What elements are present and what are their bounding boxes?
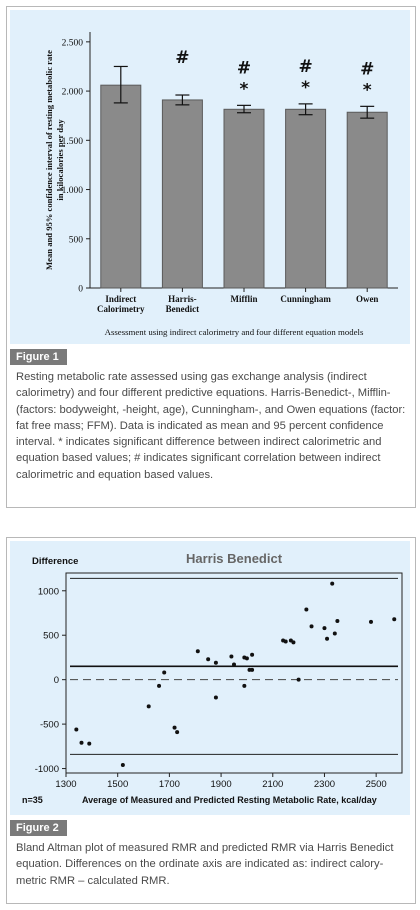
sample-size-label: n=35 bbox=[22, 795, 43, 805]
data-point bbox=[296, 677, 301, 682]
difference-marker: * bbox=[363, 80, 372, 100]
x-tick-label: Owen bbox=[356, 294, 379, 304]
bar bbox=[161, 99, 203, 289]
y-tick-label: 0 bbox=[54, 675, 59, 686]
data-point bbox=[322, 626, 327, 631]
data-point bbox=[146, 704, 151, 709]
correlation-marker: # bbox=[175, 48, 189, 68]
data-point bbox=[291, 640, 296, 645]
data-point bbox=[213, 660, 218, 665]
figure-2-label: Figure 2 bbox=[10, 820, 67, 836]
data-point bbox=[74, 727, 79, 732]
data-point bbox=[368, 619, 373, 624]
figure-1-bar-chart: 0 500 1.000 1.500 2.000 2.500 IndirectCalorime… bbox=[44, 32, 398, 337]
x-tick-label: 1900 bbox=[211, 779, 232, 790]
y-axis-label: Mean and 95% confidence interval of rest… bbox=[44, 50, 65, 270]
bar bbox=[223, 108, 265, 289]
x-tick-label: Mifflin bbox=[231, 294, 258, 304]
data-point bbox=[242, 683, 247, 688]
difference-marker: * bbox=[301, 78, 310, 98]
x-axis-label: Assessment using indirect calorimetry an… bbox=[105, 327, 364, 337]
x-tick-label: Cunningham bbox=[280, 294, 331, 304]
difference-marker: * bbox=[240, 79, 249, 99]
y-tick-label: 2.000 bbox=[62, 88, 84, 98]
correlation-marker: # bbox=[298, 57, 312, 77]
data-point bbox=[213, 695, 218, 700]
chart-title: Harris Benedict bbox=[186, 551, 283, 566]
y-tick-label: 1000 bbox=[38, 586, 59, 597]
data-point bbox=[206, 657, 211, 662]
data-point bbox=[172, 725, 177, 730]
data-point bbox=[335, 619, 340, 623]
bar bbox=[100, 84, 142, 289]
y-tick-label: -1000 bbox=[35, 764, 59, 775]
bar bbox=[346, 111, 388, 289]
data-point bbox=[330, 581, 335, 586]
data-point bbox=[304, 607, 309, 612]
data-point bbox=[195, 649, 200, 654]
data-point bbox=[332, 631, 337, 636]
figure-2-panel: Harris Benedict Difference -1000 -500 0 500 10… bbox=[6, 537, 416, 904]
x-tick-label: 1500 bbox=[107, 779, 128, 790]
data-point bbox=[232, 662, 236, 667]
data-point bbox=[175, 730, 180, 735]
x-axis-label: Average of Measured and Predicted Restin… bbox=[82, 795, 377, 805]
figure-1-chart-area: 0 500 1.000 1.500 2.000 2.500 Indirect Calorime… bbox=[10, 10, 410, 344]
x-tick-label: 2300 bbox=[314, 779, 335, 790]
x-tick-label: Benedict bbox=[166, 304, 200, 314]
y-tick-label: 2.500 bbox=[62, 38, 84, 48]
data-point bbox=[325, 636, 330, 641]
bar bbox=[285, 108, 327, 289]
data-point bbox=[244, 656, 249, 661]
y-tick-label: 500 bbox=[69, 235, 84, 245]
figure-2-chart-area: Harris Benedict Difference -1000 -500 0 500 10… bbox=[10, 541, 410, 815]
x-tick-label: Indirect bbox=[105, 294, 136, 304]
correlation-marker: # bbox=[360, 59, 374, 79]
data-point bbox=[309, 624, 314, 629]
figure-2-caption: Bland Altman plot of measured RMR and pr… bbox=[16, 842, 394, 887]
x-tick-label: Harris- bbox=[168, 294, 197, 304]
data-point bbox=[229, 654, 234, 659]
figure-2-bland-altman-plot: Harris Benedict Difference -1000 -500 0 500 10… bbox=[22, 551, 403, 805]
data-point bbox=[120, 763, 125, 767]
data-point bbox=[283, 639, 288, 644]
plot-frame bbox=[65, 572, 403, 774]
figure-1-panel: 0 500 1.000 1.500 2.000 2.500 Indirect Calorime… bbox=[6, 6, 416, 508]
x-tick-label: 1700 bbox=[159, 779, 180, 790]
data-point bbox=[392, 617, 397, 622]
data-point bbox=[157, 683, 162, 688]
figure-1-label: Figure 1 bbox=[10, 349, 67, 365]
y-axis-label: Difference bbox=[32, 556, 78, 567]
data-point bbox=[79, 740, 84, 745]
data-point bbox=[162, 670, 167, 675]
data-point bbox=[250, 652, 255, 657]
correlation-marker: # bbox=[237, 58, 251, 78]
y-tick-label: 0 bbox=[78, 285, 83, 295]
x-tick-label: 2500 bbox=[366, 779, 387, 790]
data-point bbox=[250, 667, 255, 672]
y-tick-label: 1.500 bbox=[62, 137, 84, 147]
y-tick-label: -500 bbox=[40, 720, 59, 731]
y-tick-label: 500 bbox=[43, 631, 59, 642]
x-tick-label: 1300 bbox=[55, 779, 76, 790]
data-point bbox=[87, 741, 92, 746]
figure-1-caption: Resting metabolic rate assessed using ga… bbox=[16, 371, 406, 481]
x-tick-label: Calorimetry bbox=[97, 304, 145, 314]
y-tick-label: 1.000 bbox=[62, 186, 84, 196]
x-tick-label: 2100 bbox=[262, 779, 283, 790]
